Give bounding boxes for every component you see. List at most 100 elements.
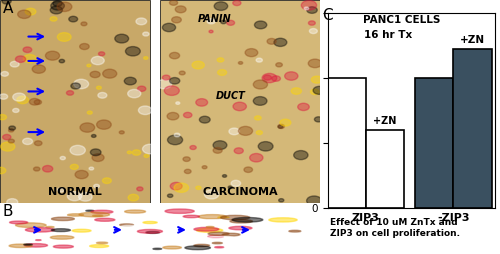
Circle shape (75, 170, 88, 179)
Circle shape (52, 229, 70, 232)
Circle shape (174, 183, 188, 192)
Circle shape (185, 246, 210, 250)
Text: +ZN: +ZN (460, 35, 485, 45)
Circle shape (233, 1, 241, 6)
Bar (454, 49, 492, 208)
FancyBboxPatch shape (160, 0, 320, 203)
Circle shape (245, 49, 258, 57)
Circle shape (124, 210, 146, 213)
Circle shape (142, 144, 158, 154)
Circle shape (54, 245, 74, 248)
Circle shape (146, 231, 160, 233)
Circle shape (128, 151, 132, 154)
Circle shape (230, 220, 252, 223)
Circle shape (121, 225, 138, 228)
Circle shape (92, 154, 104, 162)
Circle shape (162, 23, 175, 32)
Circle shape (53, 1, 62, 6)
Circle shape (218, 70, 226, 75)
Circle shape (167, 113, 179, 120)
Circle shape (196, 99, 207, 106)
Circle shape (10, 61, 19, 67)
Circle shape (138, 106, 152, 115)
Circle shape (98, 92, 107, 98)
Circle shape (6, 199, 18, 206)
Circle shape (126, 46, 140, 56)
Circle shape (74, 79, 88, 89)
Circle shape (69, 16, 78, 22)
Circle shape (34, 141, 42, 146)
Circle shape (200, 116, 210, 123)
Circle shape (190, 146, 196, 150)
Circle shape (308, 59, 322, 68)
Bar (366, 130, 404, 208)
Circle shape (72, 242, 86, 244)
Circle shape (278, 216, 294, 218)
Circle shape (212, 242, 222, 244)
Circle shape (284, 72, 298, 80)
Circle shape (244, 167, 252, 172)
Circle shape (94, 184, 100, 188)
Circle shape (203, 240, 233, 244)
Circle shape (79, 212, 110, 217)
Circle shape (0, 94, 8, 99)
Circle shape (115, 34, 128, 43)
Circle shape (86, 210, 94, 211)
Circle shape (254, 97, 267, 105)
Circle shape (264, 75, 272, 80)
Circle shape (304, 7, 308, 10)
Circle shape (226, 20, 234, 25)
Circle shape (170, 0, 177, 5)
Circle shape (25, 8, 36, 15)
Circle shape (92, 215, 102, 216)
Circle shape (68, 214, 84, 216)
Circle shape (206, 236, 234, 241)
Circle shape (120, 224, 134, 226)
Circle shape (306, 196, 322, 205)
Circle shape (157, 80, 172, 89)
Circle shape (0, 142, 15, 151)
Circle shape (90, 245, 108, 247)
Circle shape (280, 119, 291, 126)
Circle shape (0, 115, 6, 120)
Circle shape (8, 129, 14, 132)
Circle shape (250, 153, 263, 162)
Circle shape (78, 193, 92, 201)
Circle shape (314, 117, 322, 122)
Circle shape (254, 80, 268, 89)
Circle shape (274, 38, 287, 46)
Text: 16 hr Tx: 16 hr Tx (364, 30, 412, 40)
Circle shape (202, 220, 225, 224)
Circle shape (232, 217, 263, 222)
Circle shape (142, 32, 149, 36)
Text: +ZN: +ZN (374, 116, 396, 126)
Circle shape (229, 226, 252, 230)
Circle shape (34, 167, 40, 171)
Circle shape (196, 186, 201, 189)
Circle shape (57, 2, 72, 11)
Circle shape (18, 10, 31, 19)
Circle shape (256, 131, 262, 135)
Text: NORMAL: NORMAL (48, 187, 102, 197)
Circle shape (144, 57, 148, 59)
Circle shape (214, 219, 235, 222)
Circle shape (70, 145, 86, 155)
Text: PANIN: PANIN (198, 14, 231, 24)
Circle shape (74, 220, 82, 221)
Circle shape (72, 229, 91, 232)
Circle shape (30, 99, 40, 105)
Circle shape (92, 56, 104, 65)
Circle shape (164, 86, 180, 96)
Circle shape (220, 215, 250, 220)
Circle shape (10, 221, 28, 224)
Circle shape (138, 229, 162, 233)
Circle shape (50, 236, 74, 239)
Circle shape (278, 124, 284, 129)
Circle shape (222, 233, 240, 236)
Circle shape (102, 69, 117, 78)
Circle shape (59, 59, 64, 63)
Circle shape (9, 244, 32, 248)
Circle shape (308, 21, 316, 25)
Circle shape (46, 227, 54, 228)
Circle shape (81, 22, 87, 26)
